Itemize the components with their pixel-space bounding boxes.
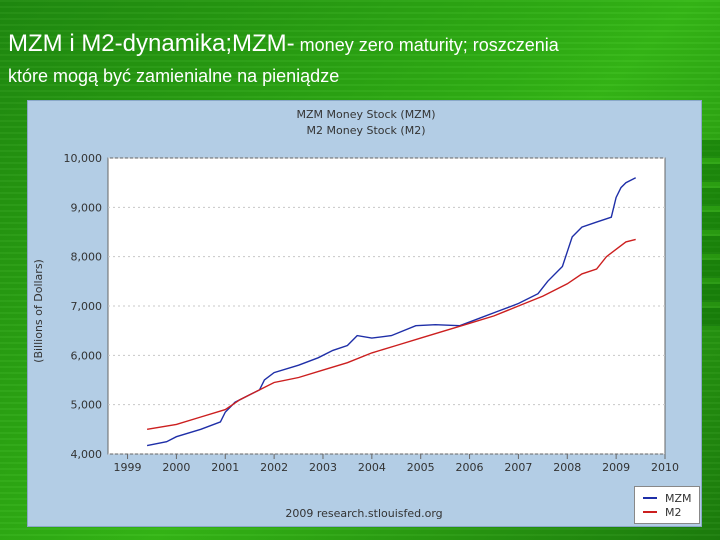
x-tick-label: 2001 [211,461,239,474]
chart-title-mzm: MZM Money Stock (MZM) [296,108,435,121]
y-tick-label: 9,000 [71,201,103,214]
y-axis-label: (Billions of Dollars) [32,259,45,363]
slide-title-tail: money zero maturity; roszczenia [294,35,559,55]
chart-svg: MZM Money Stock (MZM) M2 Money Stock (M2… [32,108,679,520]
x-tick-label: 2008 [553,461,581,474]
x-axis-ticks: 1999 2000 2001 2002 2003 2004 2005 2006 2007 2008… [114,454,679,474]
x-tick-label: 2010 [651,461,679,474]
x-tick-label: 2003 [309,461,337,474]
y-tick-label: 7,000 [71,300,103,313]
x-tick-label: 2005 [407,461,435,474]
x-tick-label: 2002 [260,461,288,474]
series-lines [146,177,637,447]
y-tick-label: 4,000 [71,448,103,461]
plot-area [107,157,666,455]
x-tick-label: 1999 [114,461,142,474]
source-credit: 2009 research.stlouisfed.org [285,507,442,520]
x-tick-label: 2004 [358,461,386,474]
slide-title-line2: które mogą być zamienialne na pieniądze [8,66,340,86]
legend-label-mzm: MZM [665,492,692,505]
x-tick-label: 2007 [504,461,532,474]
x-tick-label: 2000 [162,461,190,474]
y-tick-label: 6,000 [71,349,103,362]
legend: MZM M2 [634,486,700,524]
y-tick-label: 5,000 [71,399,103,412]
legend-label-m2: M2 [665,506,682,519]
decorative-side-bars [696,140,720,540]
x-tick-label: 2009 [602,461,630,474]
x-tick-label: 2006 [456,461,484,474]
y-tick-label: 8,000 [71,251,103,264]
slide-title-main: MZM i M2-dynamika;MZM- [8,30,295,57]
chart-title-m2: M2 Money Stock (M2) [307,124,426,137]
y-axis-ticks: 4,000 5,000 6,000 7,000 8,000 9,000 10,000 [64,152,103,461]
chart-panel: MZM Money Stock (MZM) M2 Money Stock (M2… [27,100,702,527]
slide-title: MZM i M2-dynamika;MZM- money zero maturi… [8,30,708,90]
y-tick-label: 10,000 [64,152,103,165]
series-line-m2 [146,238,636,430]
